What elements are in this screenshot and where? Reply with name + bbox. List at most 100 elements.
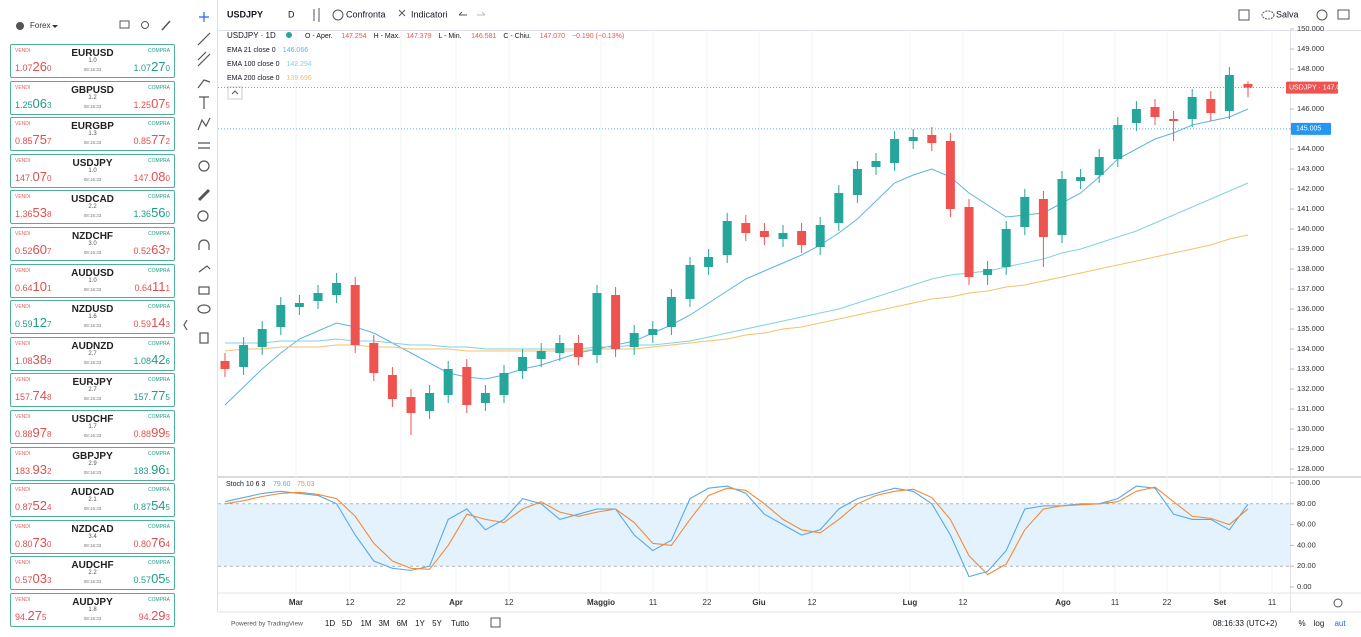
- quote-card[interactable]: VENDI COMPRA AUDCAD 2.1 08:16:33 0.87524 0.875…: [10, 483, 175, 518]
- ohlc-key: L - Min.: [439, 33, 462, 40]
- calendar-icon[interactable]: [490, 617, 501, 628]
- sell-price[interactable]: 0.59127: [15, 315, 51, 330]
- undo-icon[interactable]: [458, 11, 467, 16]
- quote-card[interactable]: VENDI COMPRA EURGBP 1.3 08:16:33 0.85757 0.857…: [10, 117, 175, 152]
- quote-card[interactable]: VENDI COMPRA AUDNZD 2.7 08:16:33 1.08389 1.084…: [10, 336, 175, 371]
- quote-card[interactable]: VENDI COMPRA NZDUSD 1.6 08:16:33 0.59127 0.591…: [10, 300, 175, 335]
- lock-draw-tool[interactable]: [198, 265, 211, 273]
- magnet-tool[interactable]: [198, 239, 210, 250]
- quote-card[interactable]: VENDI COMPRA USDCHF 1.7 08:16:33 0.88978 0.889…: [10, 410, 175, 444]
- pattern-tool[interactable]: [197, 79, 211, 89]
- redo-icon[interactable]: [477, 11, 486, 16]
- buy-price[interactable]: 1.07270: [134, 59, 170, 74]
- sell-price[interactable]: 0.87524: [15, 498, 51, 513]
- quote-card[interactable]: VENDI COMPRA AUDCHF 2.2 08:16:33 0.57033 0.570…: [10, 556, 175, 591]
- settings-icon[interactable]: [1316, 9, 1328, 21]
- range-button[interactable]: 1D: [325, 619, 335, 628]
- line-tool[interactable]: [197, 32, 211, 46]
- sell-price[interactable]: 1.07260: [15, 59, 51, 74]
- sell-price[interactable]: 94.275: [15, 608, 46, 623]
- pattern-tool[interactable]: [197, 117, 211, 131]
- dropdown-arrow[interactable]: [52, 25, 58, 28]
- range-button[interactable]: 1Y: [415, 619, 425, 628]
- emoji-tool[interactable]: [198, 160, 210, 172]
- buy-price[interactable]: 0.64111: [135, 279, 170, 294]
- buy-price[interactable]: 1.25075: [134, 96, 170, 111]
- sell-price[interactable]: 0.88978: [15, 425, 51, 440]
- layout-icon[interactable]: [1238, 9, 1250, 21]
- sell-price[interactable]: 183.932: [15, 462, 51, 477]
- range-button[interactable]: 1M: [360, 619, 371, 628]
- toolbar-button[interactable]: USDJPY: [227, 9, 263, 19]
- stoch-band: [218, 503, 1290, 567]
- sell-price[interactable]: 0.64101: [15, 279, 51, 294]
- sell-price[interactable]: 0.57033: [15, 571, 51, 586]
- collapse-legend[interactable]: [227, 86, 243, 100]
- quote-time: 08:16:33: [83, 616, 102, 621]
- range-button[interactable]: 5Y: [432, 619, 442, 628]
- buy-price[interactable]: 147.080: [134, 169, 170, 184]
- channel-tool[interactable]: [197, 51, 211, 67]
- quote-card[interactable]: VENDI COMPRA GBPUSD 1.2 08:16:33 1.25063 1.250…: [10, 80, 175, 115]
- zoom-icon[interactable]: [141, 21, 149, 29]
- buy-price[interactable]: 0.88995: [134, 425, 170, 440]
- cloud-icon[interactable]: [1261, 10, 1275, 20]
- sell-price[interactable]: 0.80730: [15, 535, 51, 550]
- forecast-tool[interactable]: [198, 142, 210, 149]
- buy-price[interactable]: 94.293: [139, 608, 170, 623]
- buy-price[interactable]: 1.36560: [134, 205, 170, 220]
- quote-card[interactable]: VENDI COMPRA GBPJPY 2.9 08:16:33 183.932 183.9…: [10, 446, 175, 481]
- range-button[interactable]: 5D: [342, 619, 352, 628]
- quote-card[interactable]: VENDI COMPRA NZDCHF 3.0 08:16:33 0.52607 0.526…: [10, 227, 175, 261]
- buy-price[interactable]: 0.85772: [134, 132, 170, 147]
- sell-price[interactable]: 0.52607: [15, 242, 51, 257]
- edit-icon[interactable]: [161, 20, 171, 31]
- scale-option[interactable]: %: [1298, 619, 1305, 628]
- buy-price[interactable]: 0.59143: [134, 315, 170, 330]
- buy-price[interactable]: 0.80764: [134, 535, 170, 550]
- axis-settings-icon[interactable]: [1333, 598, 1343, 608]
- sell-price[interactable]: 147.070: [15, 169, 51, 184]
- toolbar-button[interactable]: Salva: [1276, 9, 1299, 19]
- buy-price[interactable]: 157.775: [134, 388, 170, 403]
- buy-price[interactable]: 0.52637: [134, 242, 170, 257]
- collapse-arrow[interactable]: [183, 319, 188, 331]
- buy-price[interactable]: 0.57055: [134, 571, 170, 586]
- quote-card[interactable]: VENDI COMPRA AUDJPY 1.8 08:16:33 94.275 94.293: [10, 593, 175, 627]
- sell-price[interactable]: 157.748: [15, 388, 51, 403]
- toolbar-button[interactable]: Confronta: [346, 9, 386, 19]
- sidebar-title[interactable]: Forex: [30, 21, 50, 30]
- range-button[interactable]: Tutto: [451, 619, 469, 628]
- range-button[interactable]: 6M: [396, 619, 407, 628]
- toolbar-button[interactable]: D: [288, 9, 295, 19]
- quote-card[interactable]: VENDI COMPRA AUDUSD 1.0 08:16:33 0.64101 0.641…: [10, 263, 175, 298]
- lock-tool[interactable]: [198, 286, 210, 295]
- quote-card[interactable]: VENDI COMPRA USDJPY 1.0 08:16:33 147.070 147.0…: [10, 153, 175, 188]
- bar-style-icon[interactable]: [313, 8, 320, 22]
- quote-card[interactable]: VENDI COMPRA USDCAD 2.2 08:16:33 1.36538 1.365…: [10, 190, 175, 225]
- ruler-tool[interactable]: [197, 188, 211, 202]
- scale-option[interactable]: log: [1314, 619, 1325, 628]
- quote-card[interactable]: VENDI COMPRA EURUSD 1.0 08:16:33 1.07260 1.072…: [10, 44, 175, 78]
- sell-price[interactable]: 1.36538: [15, 205, 51, 220]
- sell-price[interactable]: 1.08389: [15, 352, 51, 367]
- buy-price[interactable]: 183.961: [134, 462, 170, 477]
- buy-price[interactable]: 1.08426: [134, 352, 170, 367]
- sell-price[interactable]: 0.85757: [15, 132, 51, 147]
- crosshair-tool[interactable]: [199, 12, 209, 22]
- delete-tool[interactable]: [199, 332, 209, 344]
- sell-price[interactable]: 1.25063: [15, 96, 51, 111]
- indicators-icon[interactable]: [398, 9, 406, 17]
- quote-card[interactable]: VENDI COMPRA NZDCAD 3.4 08:16:33 0.80730 0.807…: [10, 519, 175, 554]
- toolbar-button[interactable]: Indicatori: [411, 9, 448, 19]
- range-button[interactable]: 3M: [378, 619, 389, 628]
- quote-card[interactable]: VENDI COMPRA EURJPY 2.7 08:16:33 157.748 157.7…: [10, 373, 175, 408]
- snapshot-icon[interactable]: [1337, 9, 1350, 20]
- visibility-tool[interactable]: [197, 304, 211, 314]
- compare-icon[interactable]: [332, 9, 344, 21]
- text-tool[interactable]: [199, 96, 209, 109]
- zoom-tool[interactable]: [197, 210, 209, 222]
- buy-price[interactable]: 0.87545: [134, 498, 170, 513]
- scale-option[interactable]: aut: [1334, 619, 1346, 628]
- layout-icon[interactable]: [119, 20, 130, 29]
